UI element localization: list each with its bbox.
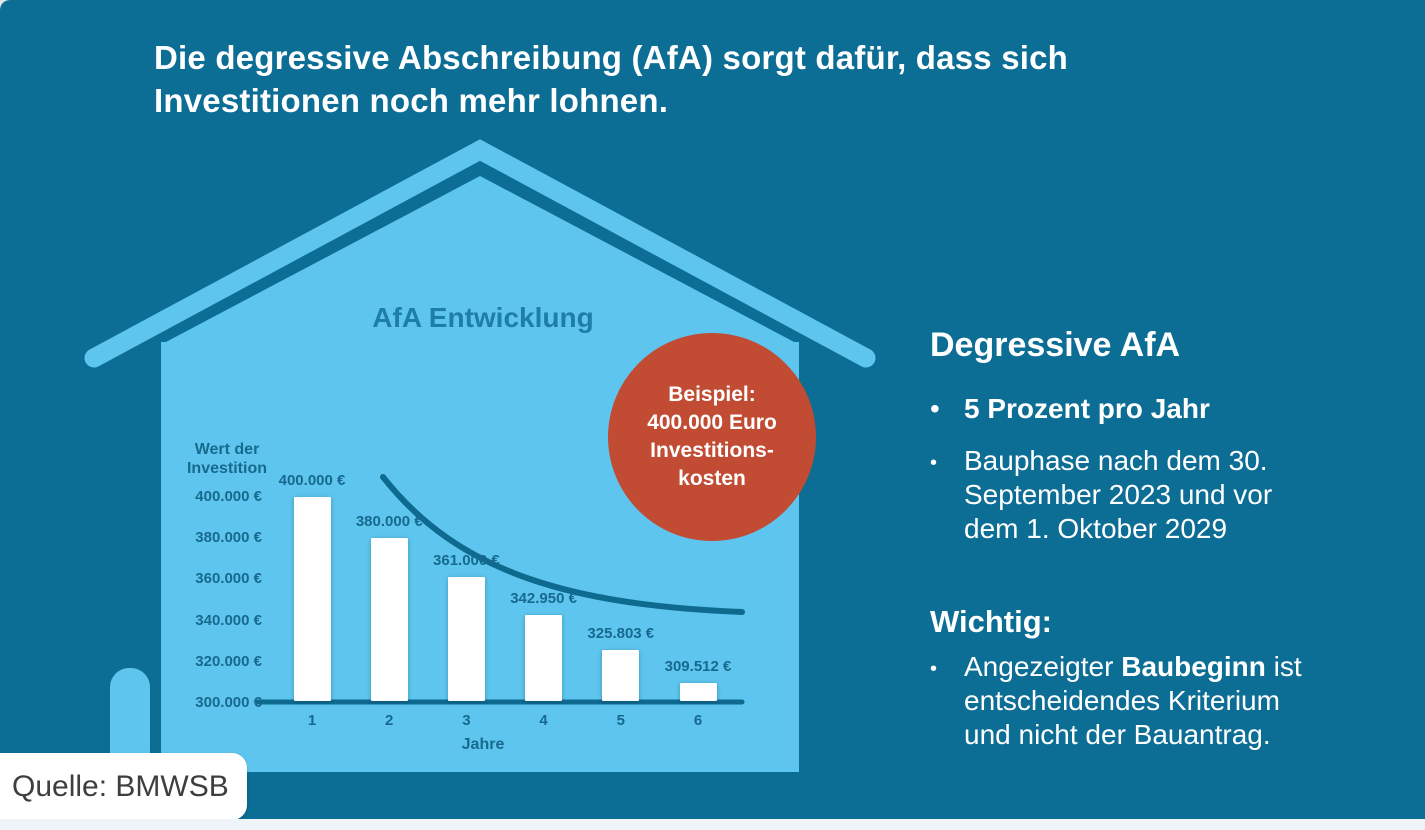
y-tick-label: 340.000 € — [195, 611, 262, 629]
bauphase-line1: Bauphase nach dem 30. — [964, 445, 1268, 476]
y-tick-label: 400.000 € — [195, 488, 262, 505]
badge-line3: Investitions- — [650, 439, 774, 462]
bauphase-line2: September 2023 und vor — [964, 479, 1273, 510]
bauphase-line3: dem 1. Oktober 2029 — [964, 513, 1228, 544]
page-title-line2: Investitionen noch mehr lohnen. — [154, 82, 669, 119]
source-label: Quelle: BMWSB — [12, 769, 229, 803]
y-axis-label-line2: Investition — [186, 460, 267, 477]
bar — [602, 649, 640, 701]
chimney — [110, 668, 150, 778]
wichtig-heading: Wichtig: — [930, 604, 1052, 639]
bar-value-label: 400.000 € — [278, 472, 346, 489]
bullet-dot: • — [930, 393, 940, 424]
x-tick-label: 6 — [693, 712, 703, 729]
bar-value-label: 325.803 € — [587, 624, 655, 642]
chart-title: AfA Entwicklung — [372, 302, 594, 333]
x-tick-label: 2 — [385, 712, 394, 729]
bar-value-label: 342.950 € — [510, 589, 577, 607]
bar — [525, 614, 563, 701]
bar — [679, 683, 717, 701]
bullet-dot: • — [930, 658, 938, 680]
y-axis-label: Wert der Investition — [159, 440, 295, 478]
baubeginn-pre: Angezeigter — [964, 651, 1122, 682]
bar-value-label: 361.000 € — [433, 552, 500, 570]
bullet-text-bauphase: Bauphase nach dem 30. September 2023 und… — [964, 444, 1272, 546]
bar-value-label: 309.512 € — [664, 658, 732, 676]
bottom-strip — [0, 819, 1425, 830]
y-tick-label: 320.000 € — [195, 652, 262, 670]
baubeginn-line3: und nicht der Bauantrag. — [964, 719, 1271, 750]
bullet-text-baubeginn: Angezeigter Baubeginn ist entscheidendes… — [964, 650, 1302, 752]
x-tick-label: 4 — [539, 712, 548, 729]
badge-line4: kosten — [678, 467, 746, 490]
page-title: Die degressive Abschreibung (AfA) sorgt … — [154, 36, 1068, 122]
badge-line2: 400.000 Euro — [647, 411, 777, 434]
bar — [370, 538, 408, 701]
x-tick-label: 1 — [307, 712, 317, 729]
badge-line1: Beispiel: — [668, 383, 756, 406]
baubeginn-line1: Angezeigter Baubeginn ist — [964, 650, 1302, 684]
page-title-line1: Die degressive Abschreibung (AfA) sorgt … — [154, 39, 1069, 76]
bullet-item-baubeginn: • Angezeigter Baubeginn ist entscheidend… — [930, 650, 1302, 752]
baubeginn-bold: Baubeginn — [1121, 651, 1266, 682]
y-tick-label: 300.000 € — [195, 694, 262, 711]
y-axis-label-line1: Wert der — [194, 441, 260, 458]
x-axis-label: Jahre — [461, 736, 505, 753]
roof-outline — [84, 139, 876, 368]
bullet-item-percent: • 5 Prozent pro Jahr — [930, 392, 1210, 426]
right-panel-heading: Degressive AfA — [930, 326, 1181, 364]
bar — [447, 577, 485, 701]
bullet-item-bauphase: • Bauphase nach dem 30. September 2023 u… — [930, 444, 1272, 546]
x-tick-label: 5 — [616, 712, 625, 729]
example-badge: Beispiel: 400.000 Euro Investitions- kos… — [608, 333, 816, 541]
bar — [293, 497, 331, 701]
source-box: Quelle: BMWSB — [0, 753, 247, 820]
y-tick-label: 360.000 € — [195, 570, 262, 588]
roof-gable — [164, 176, 796, 343]
bullet-text-percent: 5 Prozent pro Jahr — [964, 393, 1210, 424]
bar-value-label: 380.000 € — [355, 513, 423, 531]
bullet-dot: • — [930, 452, 938, 474]
baubeginn-post: ist — [1265, 651, 1302, 682]
x-tick-label: 3 — [462, 712, 471, 729]
baubeginn-line2: entscheidendes Kriterium — [964, 685, 1280, 716]
y-tick-label: 380.000 € — [195, 529, 262, 547]
trend-curve — [380, 474, 745, 615]
